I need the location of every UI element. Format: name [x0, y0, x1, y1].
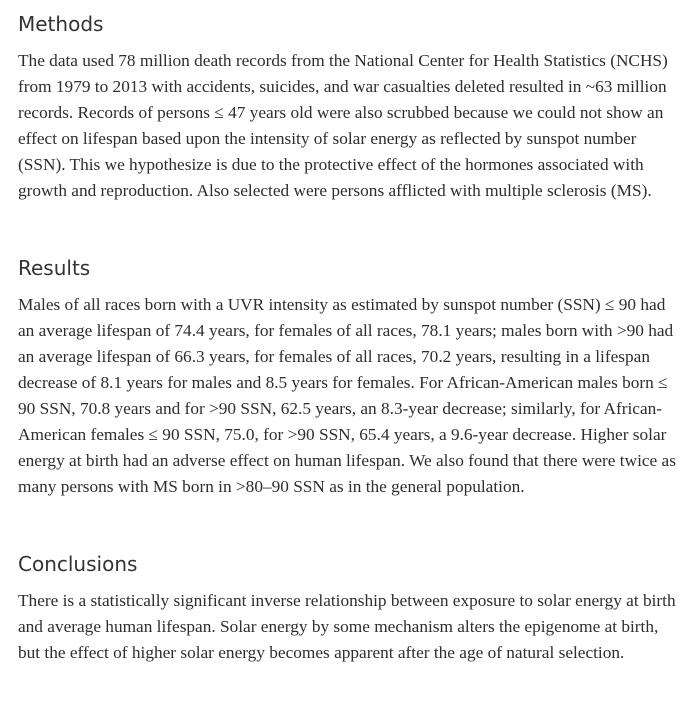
methods-heading: Methods [18, 12, 104, 36]
results-paragraph: Males of all races born with a UVR inten… [18, 295, 676, 496]
methods-paragraph: The data used 78 million death records f… [18, 51, 668, 200]
conclusions-heading: Conclusions [18, 552, 138, 576]
conclusions-paragraph: There is a statistically significant inv… [18, 591, 676, 662]
results-heading: Results [18, 256, 91, 280]
